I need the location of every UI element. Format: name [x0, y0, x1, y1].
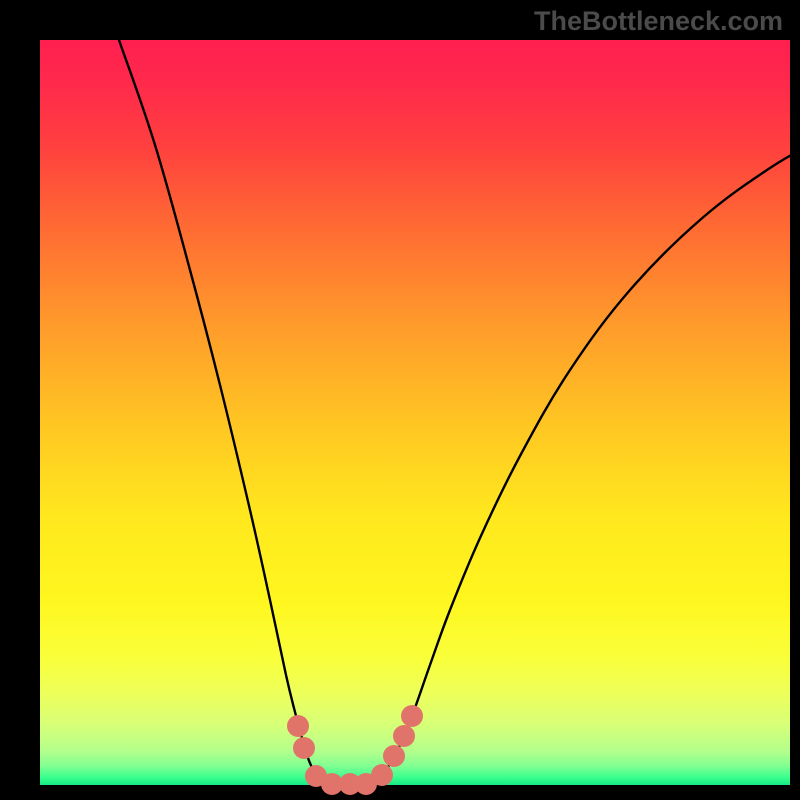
curve-marker — [371, 764, 393, 786]
curve-marker — [401, 705, 423, 727]
curve-marker — [287, 715, 309, 737]
chart-stage: TheBottleneck.com — [0, 0, 800, 800]
curve-marker — [293, 737, 315, 759]
curve-layer — [0, 0, 800, 800]
curve-marker — [393, 725, 415, 747]
bottleneck-curve — [119, 40, 800, 785]
curve-marker — [383, 745, 405, 767]
watermark-text: TheBottleneck.com — [534, 6, 783, 37]
